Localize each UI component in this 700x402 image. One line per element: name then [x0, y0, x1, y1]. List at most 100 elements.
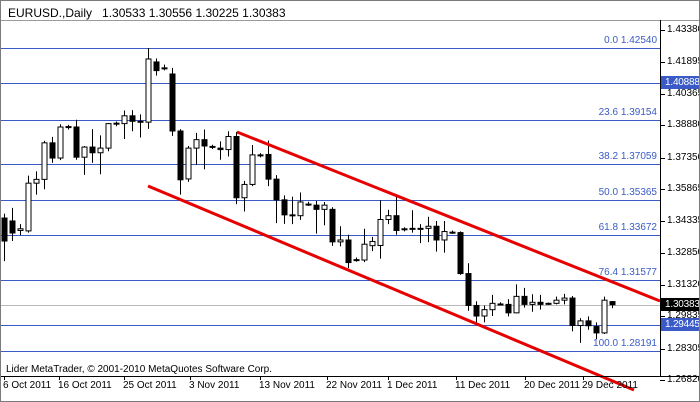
candle-body-27-nov [353, 259, 360, 262]
candle-body-9-oct [17, 228, 24, 231]
channel-upper-line [236, 130, 661, 303]
price-tick-label: 1.34335 [667, 215, 700, 226]
candle-body-3-nov [193, 139, 200, 149]
candle-body-26-dec [553, 299, 560, 304]
date-tick-label: 20 Dec 2011 [524, 380, 580, 391]
price-marker-1.29445: 1.29445 [661, 318, 699, 331]
candle-body-28-nov [361, 243, 368, 261]
candle-body-26-oct [137, 120, 144, 123]
fib-label-0.0: 0.0 1.42540 [604, 35, 657, 46]
date-tick-label: 6 Oct 2011 [3, 380, 52, 391]
candle-body-23-dec [537, 301, 544, 305]
candle-body-11-oct [33, 178, 40, 184]
price-tick-label: 1.32850 [667, 247, 700, 258]
candle-body-27-oct [145, 58, 152, 123]
candle-body-7-oct [9, 220, 16, 234]
candle-body-20-dec [513, 295, 520, 314]
candle-body-16-dec [489, 302, 496, 311]
candle-body-8-dec [433, 225, 440, 241]
fib-label-23.6: 23.6 1.39154 [598, 107, 657, 118]
price-marker-1.40888: 1.40888 [661, 76, 699, 89]
candle-body-21-nov [313, 204, 320, 210]
copyright-label: Lider MetaTrader, © 2001-2010 MetaQuotes… [6, 364, 273, 375]
candle-body-13-dec [465, 273, 472, 306]
candle-body-4-dec [401, 228, 408, 231]
date-tick-label: 16 Oct 2011 [58, 380, 112, 391]
candle-body-7-nov [217, 147, 224, 151]
candle-body-23-nov [329, 208, 336, 243]
date-tick-label: 29 Dec 2011 [582, 380, 638, 391]
candle-body-21-dec [521, 295, 528, 305]
candle-body-14-oct [57, 126, 64, 159]
price-tick-label: 1.26820 [667, 374, 700, 385]
candle-body-22-dec [529, 301, 536, 305]
candle-body-2-dec [393, 215, 400, 231]
candle-body-10-oct [25, 182, 32, 232]
candle-body-27-dec [561, 297, 568, 301]
price-tick-label: 1.35865 [667, 183, 700, 194]
candle-body-4-jan [609, 301, 616, 306]
candle-body-25-nov [345, 239, 352, 264]
candle-body-29-dec [577, 320, 584, 327]
fib-label-100.0: 100.0 1.28191 [593, 338, 657, 349]
candle-body-19-oct [89, 146, 96, 154]
candle-body-14-dec [473, 304, 480, 317]
candle-body-20-nov [305, 203, 312, 206]
candle-body-30-dec [585, 320, 592, 327]
candle-body-13-oct [49, 142, 56, 159]
candle-body-25-oct [129, 115, 136, 122]
candle-body-1-nov [177, 130, 184, 181]
candle-body-23-oct [113, 122, 120, 125]
candle-body-16-nov [281, 199, 288, 216]
date-tick-label: 25 Oct 2011 [123, 380, 177, 391]
candle-body-17-nov [289, 214, 296, 217]
candle-body-28-dec [569, 297, 576, 327]
price-tick-label: 1.28305 [667, 343, 700, 354]
price-tick-label: 1.40365 [667, 88, 700, 99]
candle-body-21-oct [105, 123, 112, 149]
price-tick-label: 1.41895 [667, 56, 700, 67]
candle-body-22-nov [321, 204, 328, 210]
price-tick-label: 1.38880 [667, 119, 700, 130]
chart-title: EURUSD.,Daily 1.30533 1.30556 1.30225 1.3… [8, 6, 286, 20]
date-tick-label: 3 Nov 2011 [189, 380, 240, 391]
candle-body-6-dec [417, 227, 424, 230]
candle-body-18-oct [81, 146, 88, 158]
candle-body-30-nov [377, 218, 384, 246]
price-tick-label: 1.43380 [667, 24, 700, 35]
candle-body-3-jan [601, 299, 608, 334]
candle-body-6-nov [209, 145, 216, 148]
candle-body-10-nov [241, 183, 248, 199]
date-tick-label: 13 Nov 2011 [259, 380, 315, 391]
candle-body-15-nov [273, 178, 280, 201]
fib-label-50.0: 50.0 1.35365 [598, 187, 657, 198]
candle-body-24-oct [121, 115, 128, 125]
candle-body-7-dec [425, 225, 432, 229]
candle-body-16-oct [65, 126, 72, 129]
candle-body-9-nov [233, 135, 240, 199]
channel-lower-line [147, 184, 635, 392]
candle-body-14-nov [265, 153, 272, 180]
candle-body-4-nov [201, 139, 208, 147]
candle-body-1-dec [385, 215, 392, 220]
candle-body-9-dec [441, 231, 448, 241]
candle-body-19-dec [505, 303, 512, 314]
candle-body-17-oct [73, 126, 80, 158]
candle-body-18-dec [497, 303, 504, 306]
candle-body-13-nov [257, 154, 264, 157]
price-tick-label: 1.31320 [667, 279, 700, 290]
candle-body-2-nov [185, 147, 192, 180]
candle-body-6-oct [1, 217, 8, 242]
candle-body-15-dec [481, 309, 488, 317]
fib-label-76.4: 76.4 1.31577 [598, 267, 657, 278]
candle-body-11-dec [449, 231, 456, 234]
symbol-period-label: EURUSD.,Daily [8, 6, 93, 20]
candle-body-31-oct [169, 73, 176, 132]
candle-body-24-nov [337, 239, 344, 243]
candle-body-11-nov [249, 154, 256, 185]
price-marker-1.30383: 1.30383 [661, 298, 699, 311]
candle-body-12-dec [457, 232, 464, 275]
candle-body-20-oct [97, 147, 104, 154]
